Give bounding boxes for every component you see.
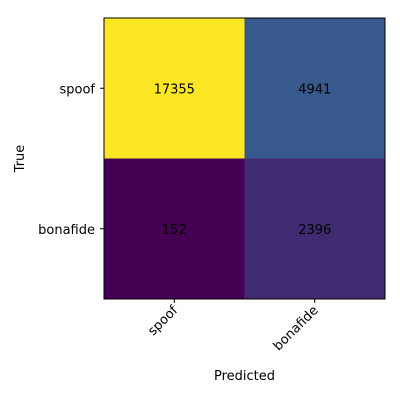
y-axis-ticks: spoof bonafide [38,82,104,238]
y-tick-label: spoof [59,82,95,97]
cell-value-label: 4941 [298,82,331,97]
x-axis-ticks: spoof bonafide [145,299,322,354]
heatmap-cell [244,18,386,159]
cell-value-label: 2396 [298,223,331,238]
x-tick-label: spoof [145,303,181,339]
heatmap-cells [104,18,386,300]
cell-value-labels: 17355 4941 152 2396 [154,82,332,238]
heatmap-cell [104,158,245,300]
x-tick-label: bonafide [271,303,322,354]
y-axis-label: True [13,145,28,174]
cell-value-label: 152 [162,223,187,238]
heatmap-cell [244,158,386,300]
heatmap-cell [104,18,245,159]
plot-frame [103,17,386,300]
x-axis-label: Predicted [214,369,275,384]
cell-value-label: 17355 [154,82,195,97]
y-tick-label: bonafide [38,223,95,238]
